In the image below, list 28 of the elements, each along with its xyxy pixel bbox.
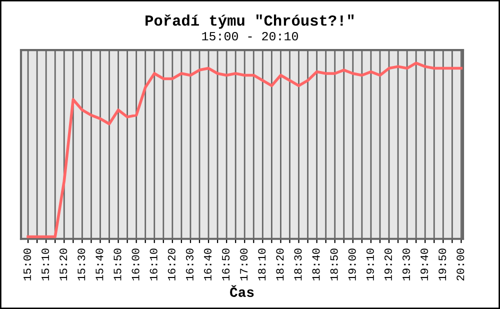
x-tick-label: 18:40 bbox=[312, 248, 320, 280]
x-tick-label: 19:00 bbox=[348, 248, 356, 280]
x-tick-label: 18:10 bbox=[258, 248, 266, 280]
x-tick-label: 16:40 bbox=[204, 248, 212, 280]
x-tick-label: 20:00 bbox=[456, 248, 464, 280]
x-tick-label: 19:10 bbox=[366, 248, 374, 280]
x-tick-label: 18:30 bbox=[294, 248, 302, 280]
x-tick-label: 15:20 bbox=[60, 248, 68, 280]
x-tick-label: 15:00 bbox=[23, 248, 32, 280]
x-tick-label: 15:50 bbox=[114, 248, 122, 280]
x-tick-label: 15:40 bbox=[96, 248, 104, 280]
chart-title: Pořadí týmu "Chróust?!" bbox=[146, 14, 354, 29]
x-tick-label: 18:50 bbox=[330, 248, 338, 280]
x-tick-label: 16:10 bbox=[150, 248, 158, 280]
x-tick-label: 19:30 bbox=[402, 248, 410, 280]
x-axis-title: Čas bbox=[230, 285, 254, 297]
x-tick-label: 18:20 bbox=[276, 248, 284, 280]
x-tick-label: 19:50 bbox=[438, 248, 446, 280]
x-tick-label: 16:00 bbox=[132, 248, 140, 280]
x-tick-label: 17:00 bbox=[240, 248, 248, 280]
x-tick-label: 16:20 bbox=[168, 248, 176, 280]
x-tick-label: 16:50 bbox=[222, 248, 230, 280]
x-tick-label: 16:30 bbox=[186, 248, 194, 280]
x-tick-label: 15:30 bbox=[78, 248, 86, 280]
x-tick-label: 19:40 bbox=[420, 248, 428, 280]
x-tick-label: 19:20 bbox=[384, 248, 392, 280]
x-tick-label: 15:10 bbox=[42, 248, 50, 280]
chart-subtitle: 15:00 - 20:10 bbox=[202, 32, 298, 40]
